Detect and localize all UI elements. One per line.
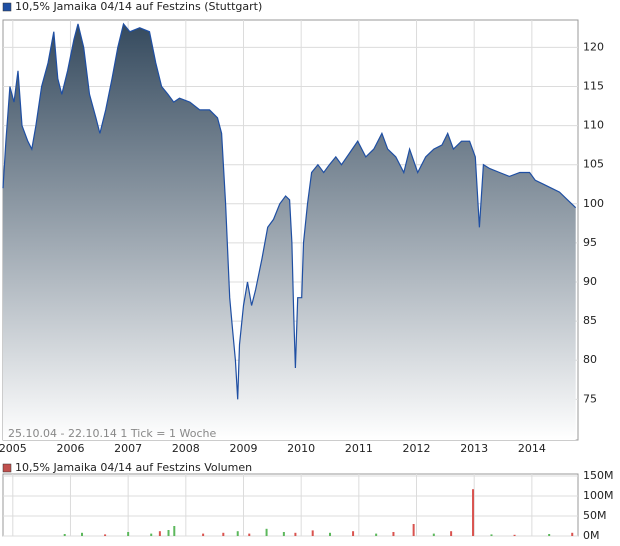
x-tick-label: 2011	[345, 442, 373, 455]
y-tick-label: 110	[583, 119, 604, 132]
y-tick-label: 100	[583, 197, 604, 210]
legend-swatch	[2, 463, 12, 473]
y-tick-label: 115	[583, 79, 604, 92]
volume-bar	[127, 532, 130, 536]
volume-bar	[222, 532, 225, 536]
volume-bar	[352, 531, 355, 536]
x-tick-label: 2006	[56, 442, 84, 455]
y-tick-label: 85	[583, 314, 597, 327]
y-tick-label: 150M	[583, 469, 614, 482]
volume-bar	[173, 526, 176, 536]
y-tick-label: 105	[583, 158, 604, 171]
volume-bar	[375, 533, 378, 536]
volume-bar	[513, 534, 516, 536]
x-tick-label: 2005	[0, 442, 27, 455]
volume-bar	[311, 530, 314, 536]
volume-bar	[329, 532, 332, 536]
x-tick-label: 2013	[460, 442, 488, 455]
volume-bar	[548, 534, 551, 536]
y-tick-label: 90	[583, 275, 597, 288]
price-line	[2, 22, 577, 400]
volume-bar	[490, 534, 493, 536]
volume-bar	[450, 531, 453, 536]
volume-bar	[158, 531, 161, 536]
x-tick-label: 2014	[518, 442, 546, 455]
plot-area	[2, 473, 579, 537]
volume-bar	[104, 534, 107, 536]
x-tick-label: 2009	[229, 442, 257, 455]
volume-bar	[150, 533, 153, 536]
volume-bar	[472, 489, 475, 536]
volume-bar	[412, 524, 415, 536]
volume-bar	[282, 532, 285, 536]
volume-bar	[432, 533, 435, 536]
x-tick-label: 2012	[403, 442, 431, 455]
volume-bar	[265, 528, 268, 536]
x-tick-label: 2008	[172, 442, 200, 455]
volume-bar	[63, 534, 66, 536]
annotation: 25.10.04 - 22.10.14 1 Tick = 1 Woche	[8, 427, 216, 440]
volume-bar	[236, 531, 239, 536]
legend-label: 10,5% Jamaika 04/14 auf Festzins Volumen	[15, 461, 252, 474]
volume-bar	[81, 532, 84, 536]
y-tick-label: 100M	[583, 489, 614, 502]
y-tick-label: 50M	[583, 509, 607, 522]
y-tick-label: 120	[583, 40, 604, 53]
y-tick-label: 95	[583, 236, 597, 249]
volume-bar	[294, 532, 297, 536]
volume-bar	[571, 532, 574, 536]
legend-swatch	[2, 2, 12, 12]
y-tick-label: 80	[583, 353, 597, 366]
volume-bar	[248, 533, 251, 536]
volume-bar	[392, 532, 395, 536]
y-tick-label: 75	[583, 392, 597, 405]
volume-bar	[167, 530, 170, 536]
volume-bar	[202, 533, 205, 536]
x-tick-label: 2007	[114, 442, 142, 455]
x-tick-label: 2010	[287, 442, 315, 455]
legend-label: 10,5% Jamaika 04/14 auf Festzins (Stuttg…	[15, 0, 262, 13]
area-fill	[3, 23, 576, 441]
y-tick-label: 0M	[583, 529, 600, 542]
